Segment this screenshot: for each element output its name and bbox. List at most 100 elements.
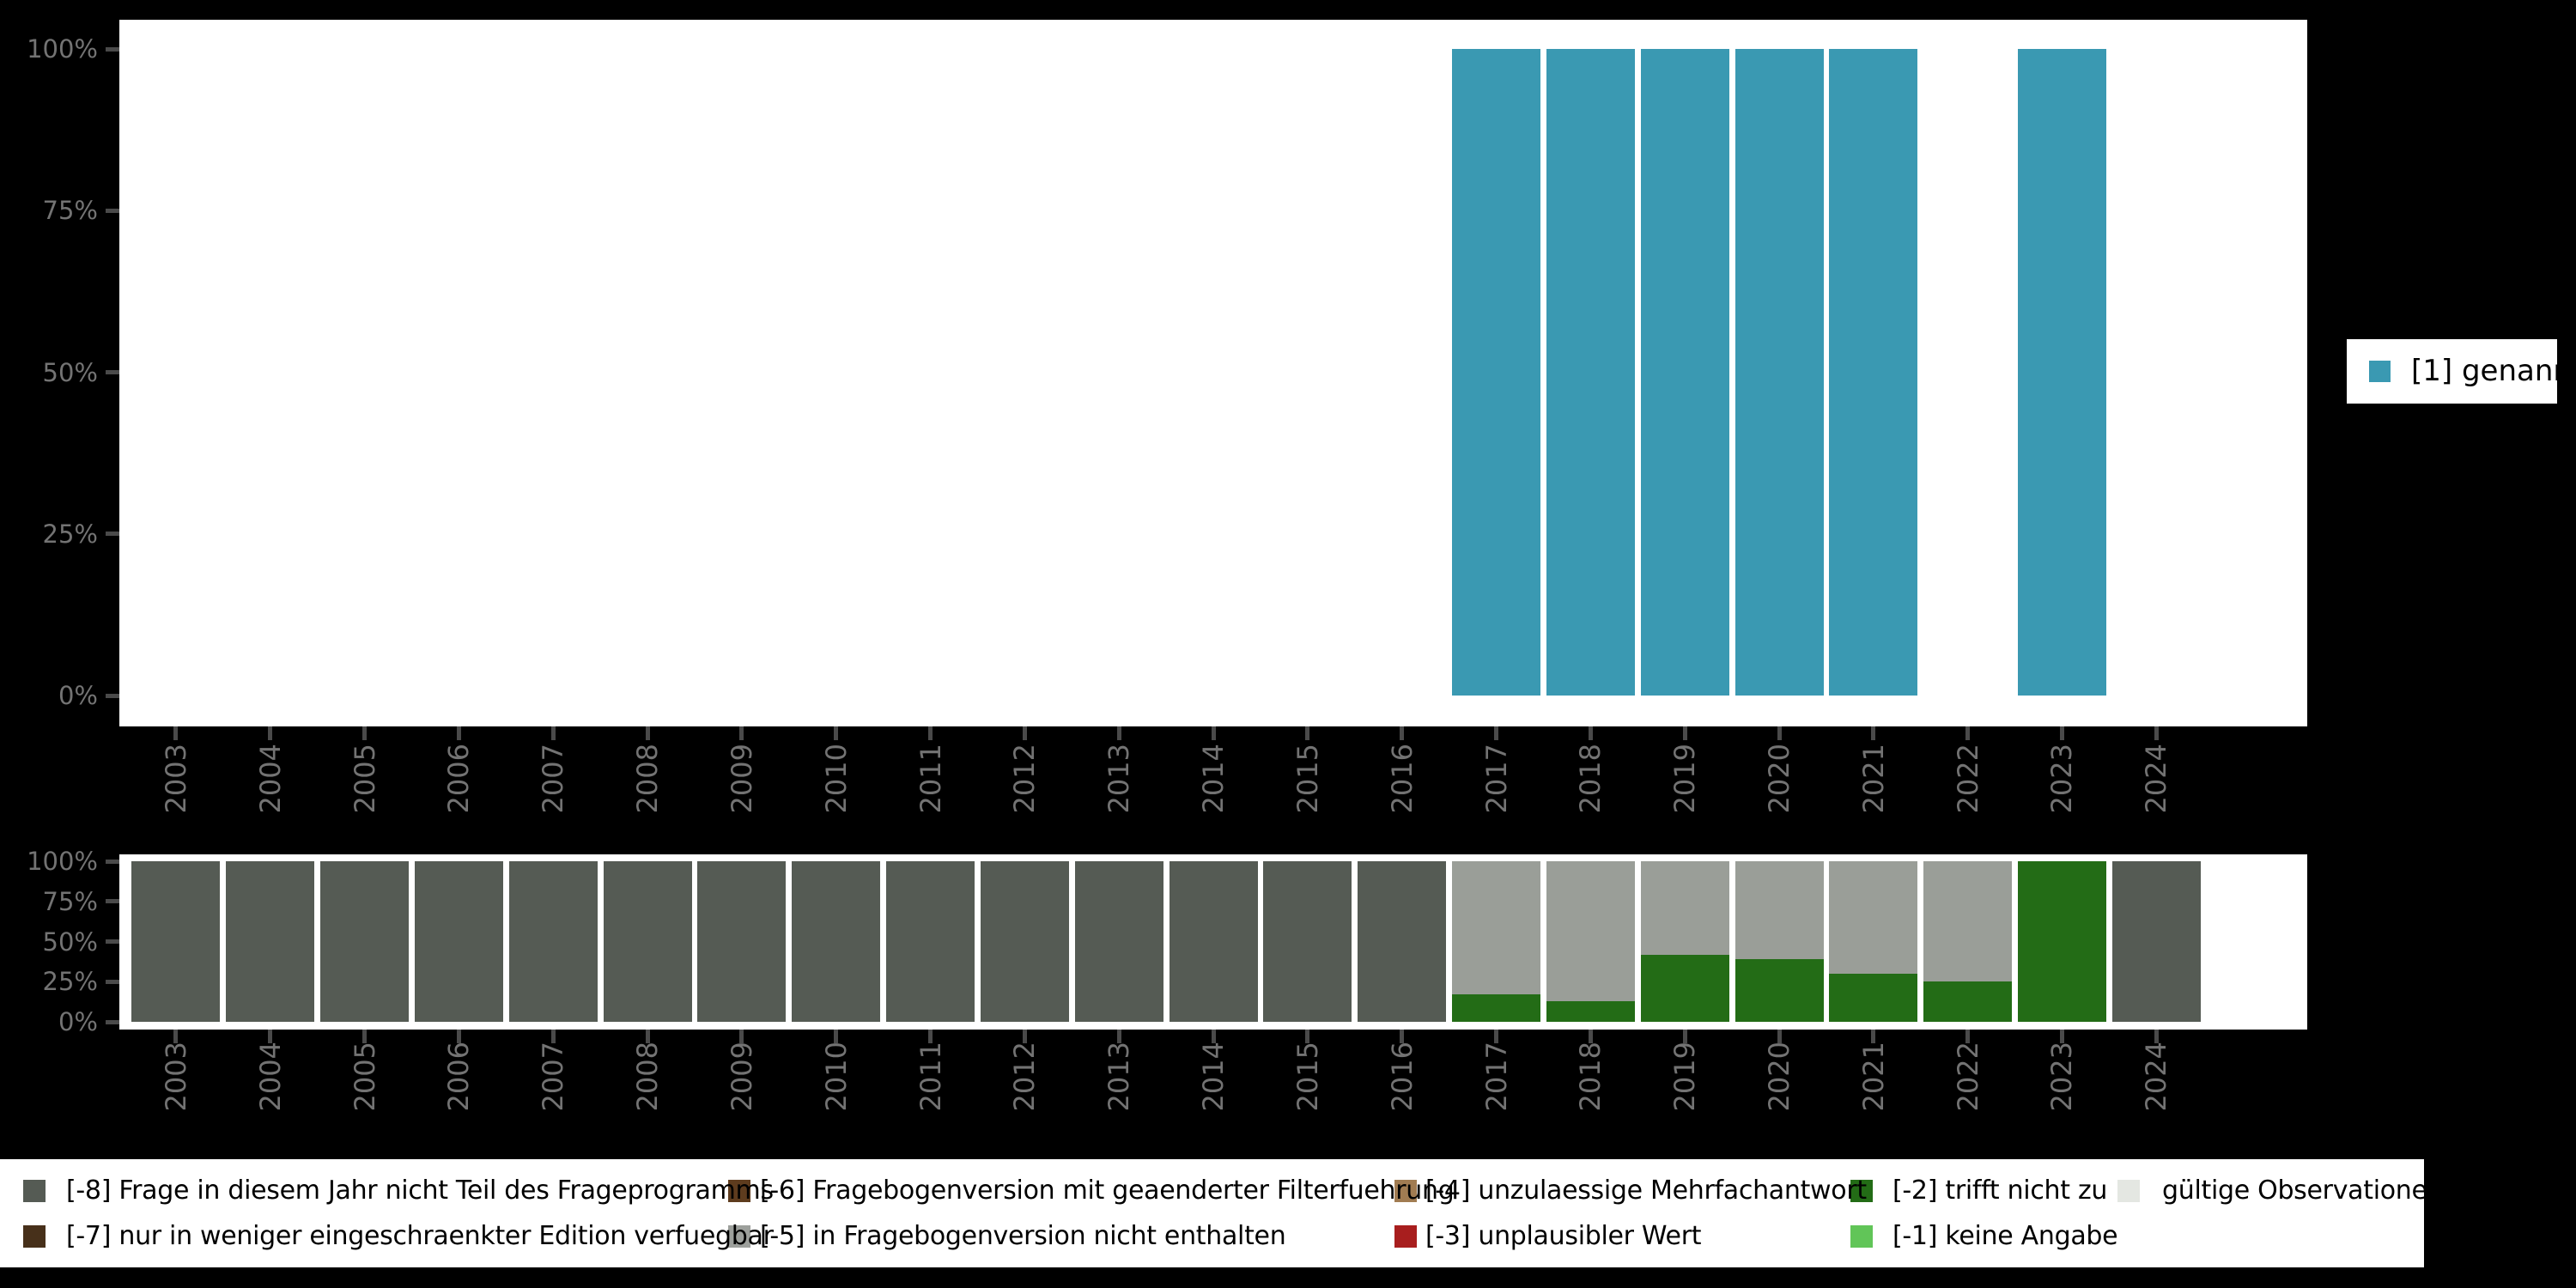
- legend-swatch-genannt: [2369, 361, 2391, 382]
- missings-x-tick: [1211, 1030, 1216, 1043]
- missings-bar-segment-2007: [508, 861, 598, 1022]
- frequencies-x-tick: [456, 726, 461, 740]
- missings-y-tick-label: 25%: [42, 967, 98, 997]
- missings-x-tick-label: 2006: [442, 1042, 476, 1112]
- legend-label-1: [-8] Frage in diesem Jahr nicht Teil des…: [66, 1176, 774, 1206]
- frequencies-x-tick: [268, 726, 273, 740]
- missings-x-tick: [739, 1030, 744, 1043]
- missings-bar-segment-2023: [2017, 861, 2106, 1022]
- legend-label-3: [-6] Fragebogenversion mit geaenderter F…: [760, 1176, 1455, 1206]
- missings-x-tick-label: 2003: [159, 1042, 192, 1112]
- missings-bar-segment-2018: [1546, 1000, 1635, 1022]
- frequencies-bar-segment-2023: [2017, 49, 2106, 696]
- missings-x-tick-label: 2018: [1574, 1042, 1607, 1112]
- frequencies-x-tick: [1494, 726, 1498, 740]
- legend-swatch-2: [23, 1225, 46, 1248]
- frequencies-x-tick-label: 2016: [1385, 744, 1419, 814]
- frequencies-y-tick-label: 100%: [27, 34, 98, 64]
- missings-x-tick-label: 2019: [1668, 1042, 1702, 1112]
- missings-bar-segment-2012: [980, 861, 1069, 1022]
- missings-x-tick-label: 2011: [914, 1042, 947, 1112]
- missings-x-tick: [2059, 1030, 2064, 1043]
- frequencies-x-tick: [550, 726, 556, 740]
- missings-y-tick: [106, 979, 119, 984]
- missings-x-tick: [550, 1030, 556, 1043]
- missings-x-tick: [2154, 1030, 2159, 1043]
- frequencies-x-tick-label: 2012: [1008, 744, 1042, 814]
- missings-x-tick: [268, 1030, 273, 1043]
- missings-bar-segment-2024: [2111, 861, 2201, 1022]
- missings-y-tick-label: 100%: [27, 847, 98, 876]
- frequencies-x-tick-label: 2010: [819, 744, 853, 814]
- missings-x-tick: [1682, 1030, 1687, 1043]
- missings-x-tick: [1777, 1030, 1782, 1043]
- missings-x-tick-label: 2008: [631, 1042, 664, 1112]
- missings-x-tick-label: 2015: [1291, 1042, 1324, 1112]
- missings-bar-segment-2004: [226, 861, 315, 1022]
- frequencies-y-tick: [106, 46, 119, 52]
- frequencies-x-tick-label: 2020: [1763, 744, 1795, 814]
- missings-x-tick: [1116, 1030, 1121, 1043]
- missings-bar-segment-2017: [1452, 994, 1540, 1022]
- frequencies-x-tick-label: 2005: [348, 744, 381, 814]
- frequencies-x-tick: [362, 726, 368, 740]
- frequencies-x-tick: [1022, 726, 1027, 740]
- frequencies-x-tick: [1588, 726, 1593, 740]
- frequencies-bar-segment-2019: [1640, 49, 1729, 696]
- legend-swatch-5: [1394, 1180, 1417, 1202]
- missings-x-tick: [1305, 1030, 1310, 1043]
- missings-x-tick: [1588, 1030, 1593, 1043]
- frequencies-x-tick: [2154, 726, 2159, 740]
- missings-bar-segment-2014: [1169, 861, 1258, 1022]
- frequencies-plot-panel: [119, 20, 2307, 726]
- missings-x-tick-label: 2013: [1103, 1042, 1136, 1112]
- main-legend: [1] genannt: [2347, 339, 2576, 404]
- missings-x-tick: [1871, 1030, 1876, 1043]
- frequencies-bar-segment-2020: [1735, 49, 1824, 696]
- frequencies-y-tick-label: 50%: [42, 357, 98, 387]
- legend-label-7: [-2] trifft nicht zu: [1893, 1176, 2108, 1206]
- missings-x-tick: [1022, 1030, 1027, 1043]
- missings-bar-segment-2020: [1735, 861, 1824, 960]
- frequencies-x-tick-label: 2009: [725, 744, 758, 814]
- frequencies-y-tick: [106, 208, 119, 213]
- missings-bar-segment-2015: [1263, 861, 1352, 1022]
- missings-y-tick-label: 0%: [58, 1007, 98, 1036]
- missings-bar-segment-2019: [1640, 861, 1729, 955]
- missings-bar-segment-2006: [414, 861, 503, 1022]
- frequencies-x-tick-label: 2013: [1103, 744, 1136, 814]
- frequencies-x-tick-label: 2019: [1668, 744, 1702, 814]
- frequencies-x-tick: [2059, 726, 2064, 740]
- missings-x-tick-label: 2012: [1008, 1042, 1042, 1112]
- missings-x-tick-label: 2022: [1951, 1042, 1984, 1112]
- frequencies-y-tick-label: 75%: [42, 196, 98, 226]
- missings-bar-segment-2022: [1923, 981, 2013, 1023]
- frequencies-x-tick-label: 2007: [537, 744, 570, 814]
- legend-swatch-7: [1850, 1180, 1873, 1202]
- legend-swatch-8: [1850, 1225, 1873, 1248]
- frequencies-x-tick: [1777, 726, 1782, 740]
- frequencies-x-tick: [1682, 726, 1687, 740]
- frequencies-x-tick-label: 2023: [2045, 744, 2079, 814]
- legend-label-4: [-5] in Fragebogenversion nicht enthalte…: [760, 1221, 1286, 1251]
- frequencies-x-tick: [1305, 726, 1310, 740]
- missings-x-tick-label: 2009: [725, 1042, 758, 1112]
- frequencies-x-tick-label: 2008: [631, 744, 664, 814]
- missings-x-tick: [173, 1030, 179, 1043]
- frequencies-x-tick: [928, 726, 933, 740]
- missings-x-tick-label: 2016: [1385, 1042, 1419, 1112]
- frequencies-x-tick: [173, 726, 179, 740]
- legend-swatch-1: [23, 1180, 46, 1202]
- missings-x-tick-label: 2024: [2140, 1042, 2173, 1112]
- missings-x-tick: [1400, 1030, 1405, 1043]
- frequencies-y-tick: [106, 693, 119, 698]
- missings-x-tick-label: 2020: [1763, 1042, 1795, 1112]
- frequencies-x-tick-label: 2003: [159, 744, 192, 814]
- frequencies-y-tick: [106, 532, 119, 537]
- missings-x-tick: [1494, 1030, 1498, 1043]
- frequencies-x-tick: [1871, 726, 1876, 740]
- missings-y-tick: [106, 899, 119, 904]
- frequencies-x-tick: [645, 726, 650, 740]
- missings-bar-segment-2009: [697, 861, 787, 1022]
